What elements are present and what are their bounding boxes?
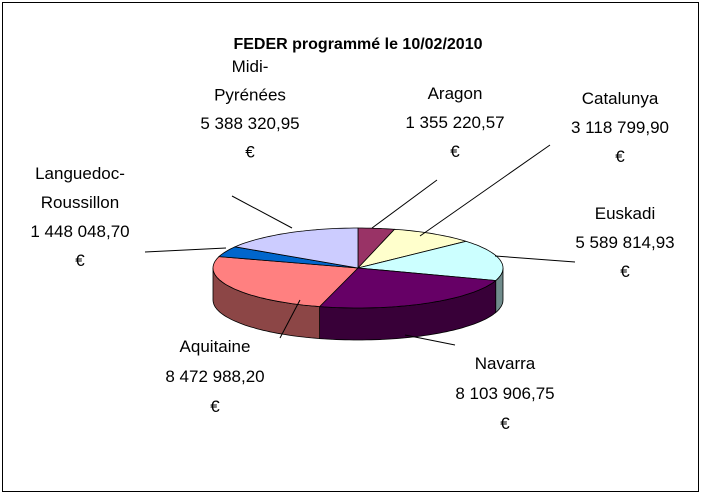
value-label-line: 1 448 048,70 — [30, 222, 129, 241]
slice — [318, 267, 497, 309]
value-label-line: 8 472 988,20 — [165, 367, 264, 386]
category-label-line: Midi- — [232, 57, 269, 76]
leader-line — [404, 334, 456, 346]
category-label: Catalunya — [582, 89, 659, 108]
category-label: Navarra — [475, 354, 536, 373]
value-label-line: 1 355 220,57 — [405, 113, 504, 132]
value-label: 8 103 906,75 € — [455, 384, 554, 433]
category-label-line: Aquitaine — [180, 337, 251, 356]
value-label: 8 472 988,20 € — [165, 367, 264, 416]
leader-line — [494, 255, 576, 263]
value-label-line: € — [500, 414, 510, 433]
value-label-line: 5 388 320,95 — [200, 114, 299, 133]
category-label-line: Languedoc- — [35, 164, 125, 183]
category-label-line: Roussillon — [41, 193, 119, 212]
value-label: 5 589 814,93 € — [575, 233, 674, 281]
value-label: 1 355 220,57 € — [405, 113, 504, 161]
value-label-line: 8 103 906,75 — [455, 384, 554, 403]
category-label-line: Navarra — [475, 354, 536, 373]
value-label-line: € — [75, 251, 85, 270]
value-label-line: € — [615, 147, 625, 166]
value-label-line: € — [245, 143, 255, 162]
value-label-line: € — [450, 142, 460, 161]
value-label-line: 3 118 799,90 — [571, 118, 669, 137]
chart-title: FEDER programmé le 10/02/2010 — [233, 36, 482, 53]
leader-line — [231, 195, 293, 229]
value-label-line: € — [620, 262, 630, 281]
leader-line — [279, 299, 301, 339]
category-label-line: Aragon — [428, 84, 483, 103]
category-label-line: Pyrénées — [214, 86, 286, 105]
leader-line — [371, 179, 438, 229]
category-label-line: Catalunya — [582, 89, 659, 108]
category-label: Languedoc- Roussillon — [35, 164, 125, 212]
value-label: 5 388 320,95 € — [200, 114, 299, 162]
category-label: Aragon — [428, 84, 483, 103]
category-label: Midi- Pyrénées — [214, 57, 286, 105]
leader-line — [144, 247, 227, 253]
value-label-line: € — [210, 397, 220, 416]
value-label: 1 448 048,70 € — [30, 222, 129, 270]
slice — [356, 228, 468, 269]
slice — [357, 240, 504, 281]
value-label: 3 118 799,90 € — [571, 118, 669, 166]
value-label-line: 5 589 814,93 — [575, 233, 674, 252]
category-label: Aquitaine — [180, 337, 251, 356]
slice — [218, 246, 359, 269]
category-label: Euskadi — [595, 204, 655, 223]
leader-line — [419, 144, 551, 237]
slice — [233, 227, 359, 269]
slice — [212, 256, 359, 308]
category-label-line: Euskadi — [595, 204, 655, 223]
